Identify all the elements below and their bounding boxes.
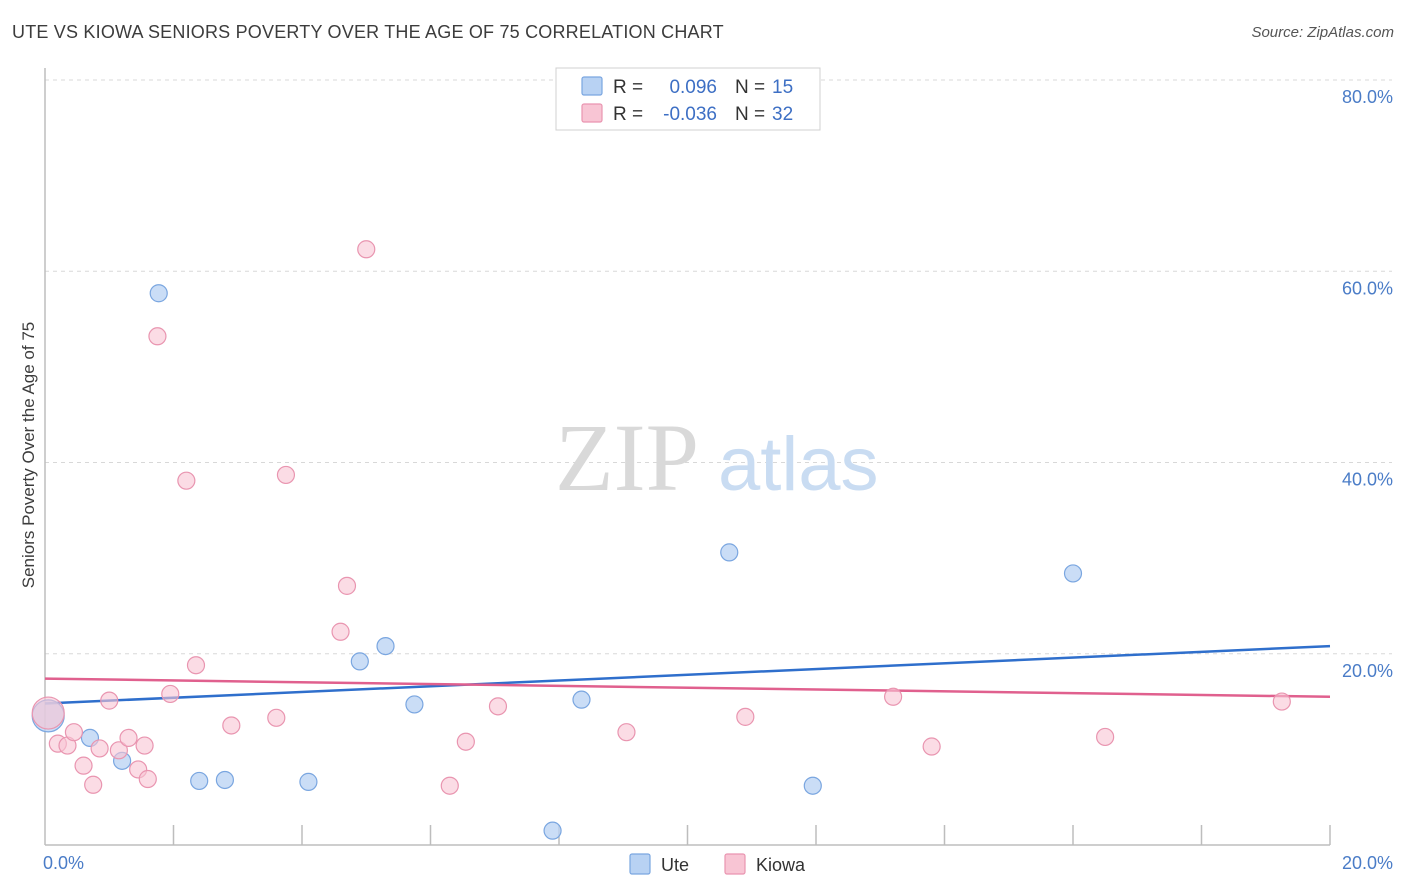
watermark: ZIP atlas <box>555 404 879 511</box>
kiowa-point <box>1272 692 1291 711</box>
kiowa-point <box>222 716 241 735</box>
kiowa-point <box>276 465 296 485</box>
legend-n-label: N = <box>735 104 765 125</box>
kiowa-legend-swatch <box>581 103 603 123</box>
ute-point <box>572 690 591 709</box>
kiowa-point <box>617 723 636 742</box>
ute-point <box>543 821 562 840</box>
kiowa-point <box>883 687 903 706</box>
grid-lines <box>45 79 1392 655</box>
kiowa-point <box>331 622 350 641</box>
ute-point <box>405 695 424 714</box>
kiowa-point <box>177 471 196 490</box>
x-tick-label: 0.0% <box>43 853 84 873</box>
ute-legend-swatch <box>629 853 651 875</box>
kiowa-point <box>161 684 180 704</box>
ute-point <box>1063 564 1083 583</box>
y-tick-label: 20.0% <box>1342 661 1393 681</box>
y-axis-label: Seniors Poverty Over the Age of 75 <box>19 322 38 588</box>
data-points <box>31 240 1291 840</box>
ute-point <box>803 776 822 795</box>
kiowa-point <box>138 769 157 789</box>
ute-legend-label: Ute <box>661 855 689 875</box>
kiowa-legend-swatch <box>724 853 746 875</box>
legend-r-label: R = <box>613 104 643 125</box>
kiowa-point <box>488 697 508 716</box>
legend-r-value: -0.036 <box>663 104 717 125</box>
kiowa-point <box>74 756 93 775</box>
kiowa-legend-label: Kiowa <box>756 855 806 875</box>
kiowa-point <box>119 728 138 748</box>
correlation-legend: R = 0.096 N = 15 R = -0.036 N = 32 <box>555 67 821 131</box>
kiowa-point <box>90 739 109 758</box>
kiowa-point <box>1096 727 1115 747</box>
y-tick-labels: 20.0% 40.0% 60.0% 80.0% <box>1342 87 1393 681</box>
kiowa-point <box>337 576 357 595</box>
ute-point <box>350 652 369 671</box>
kiowa-point <box>186 656 206 675</box>
legend-n-value: 15 <box>772 77 793 98</box>
kiowa-point <box>31 696 65 730</box>
chart-title: UTE VS KIOWA SENIORS POVERTY OVER THE AG… <box>12 22 724 42</box>
kiowa-point <box>922 737 941 756</box>
kiowa-point <box>84 775 103 794</box>
ute-point <box>376 636 395 656</box>
kiowa-point <box>109 741 128 760</box>
trend-lines <box>44 644 1331 705</box>
kiowa-trend-line <box>44 677 1331 699</box>
legend-r-value: 0.096 <box>669 77 717 98</box>
ute-point <box>299 772 318 791</box>
kiowa-point <box>357 240 376 259</box>
ute-point <box>215 770 234 790</box>
kiowa-point <box>64 723 84 742</box>
x-tick-label: 20.0% <box>1342 853 1393 873</box>
legend-n-label: N = <box>735 77 765 98</box>
watermark-atlas: atlas <box>718 422 879 507</box>
watermark-zip: ZIP <box>555 404 699 511</box>
ute-point <box>149 284 168 303</box>
kiowa-point <box>100 691 119 710</box>
kiowa-point <box>135 736 154 755</box>
kiowa-point <box>456 732 475 751</box>
kiowa-point <box>736 707 755 726</box>
y-tick-label: 40.0% <box>1342 470 1393 490</box>
kiowa-point <box>440 776 459 795</box>
legend-n-value: 32 <box>772 104 793 125</box>
source-credit: Source: ZipAtlas.com <box>1251 24 1394 41</box>
x-tick-labels: 0.0% 20.0% <box>43 853 1393 873</box>
kiowa-point <box>148 327 167 346</box>
y-tick-label: 80.0% <box>1342 87 1393 107</box>
ute-point <box>720 543 739 562</box>
ute-trend-line <box>44 644 1331 705</box>
ute-legend-swatch <box>581 76 603 96</box>
ute-point <box>190 771 209 791</box>
y-tick-label: 60.0% <box>1342 278 1393 298</box>
legend-r-label: R = <box>613 77 643 98</box>
series-legend: Ute Kiowa <box>629 853 806 875</box>
kiowa-point <box>267 708 286 727</box>
